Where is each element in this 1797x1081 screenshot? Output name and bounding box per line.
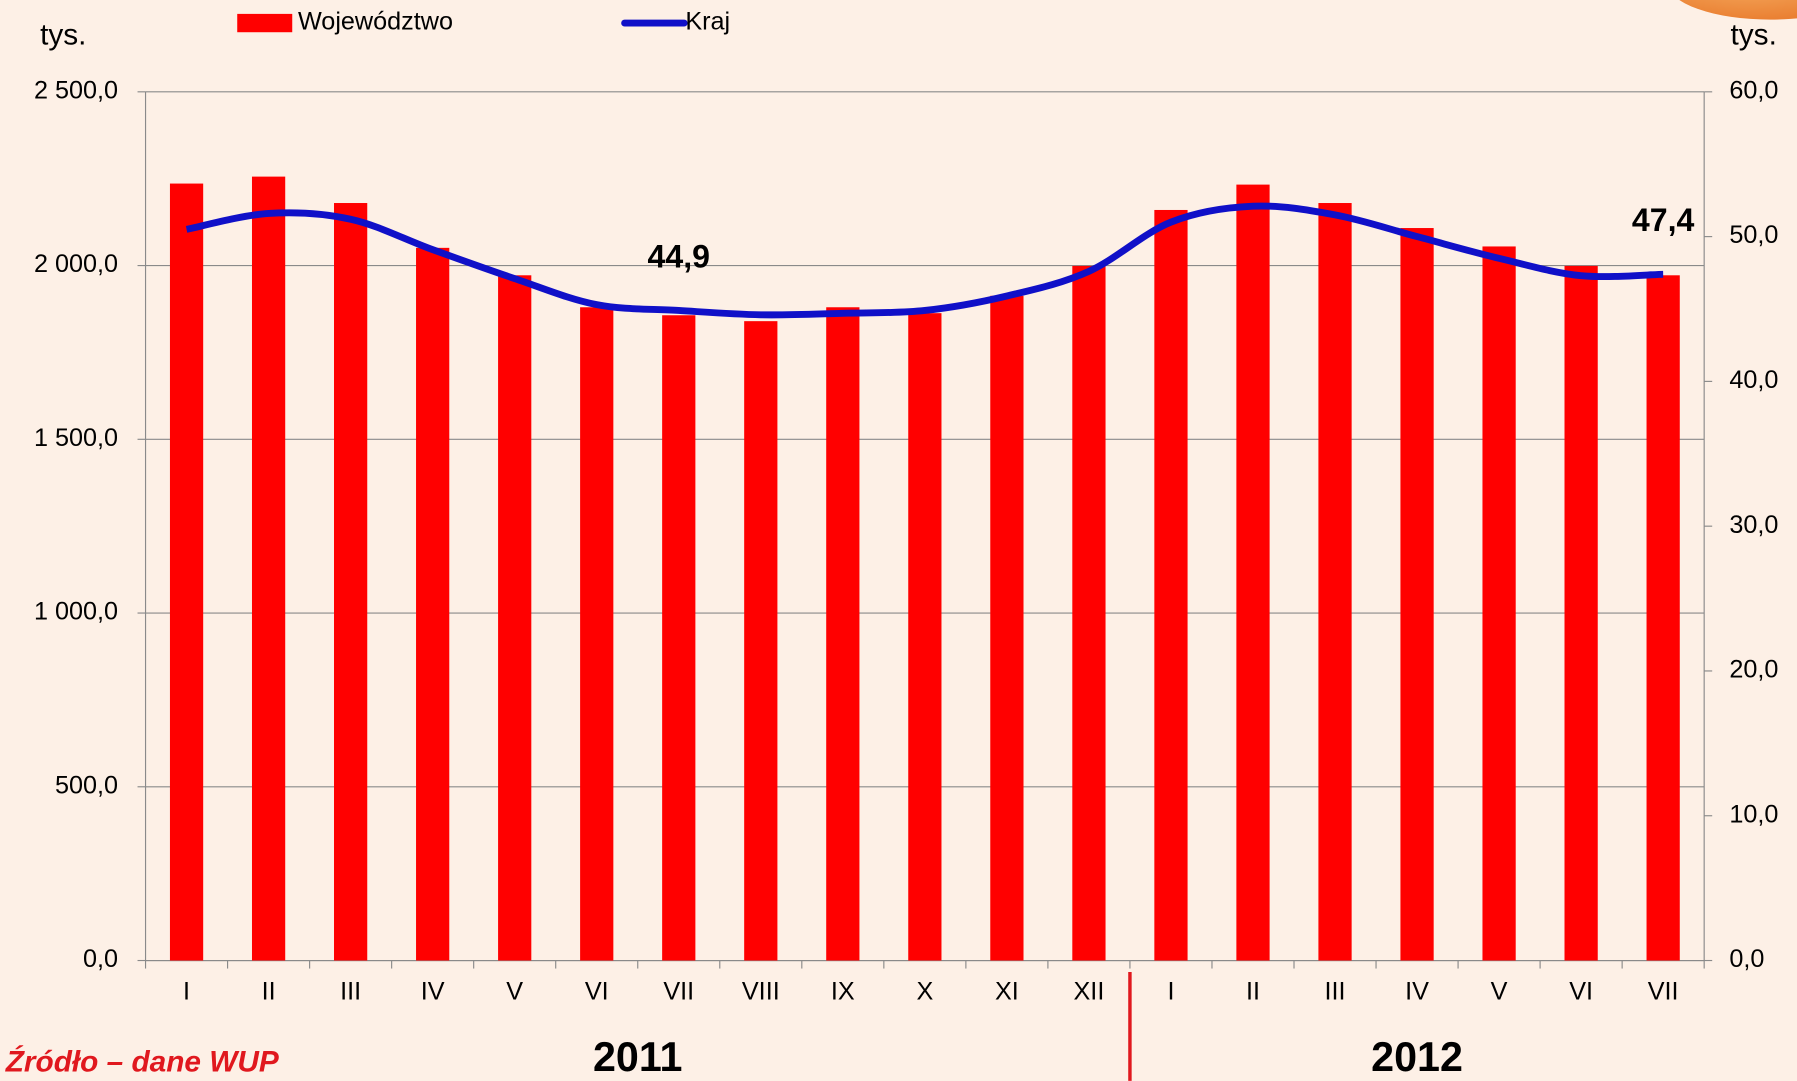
bar xyxy=(990,295,1024,961)
x-tick-label: VIII xyxy=(742,977,780,1005)
x-tick-label: V xyxy=(1491,977,1508,1005)
bar xyxy=(1318,203,1352,961)
bar xyxy=(826,307,860,961)
y2-tick-label: 0,0 xyxy=(1729,945,1764,973)
y-tick-label: 2 500,0 xyxy=(34,76,118,104)
legend-label: Kraj xyxy=(685,8,730,36)
line xyxy=(185,202,1664,319)
bar xyxy=(1154,209,1188,961)
year-label: 2012 xyxy=(1371,1034,1463,1080)
bar xyxy=(1400,228,1434,961)
y2-tick-label: 30,0 xyxy=(1729,511,1778,539)
y-tick-label: 500,0 xyxy=(55,771,118,799)
legend-label: Województwo xyxy=(298,8,453,36)
x-tick-label: IX xyxy=(831,977,855,1005)
x-tick-label: III xyxy=(1325,977,1346,1005)
x-tick-label: XI xyxy=(995,977,1019,1005)
x-tick-label: VII xyxy=(1648,977,1679,1005)
bar xyxy=(251,176,286,961)
y2-tick-label: 40,0 xyxy=(1729,366,1778,394)
x-tick-label: II xyxy=(1246,977,1260,1005)
x-tick-label: II xyxy=(262,977,276,1005)
x-tick-label: IV xyxy=(1405,977,1429,1005)
bar xyxy=(1236,184,1270,961)
left-axis-label: tys. xyxy=(40,19,86,52)
year-label: 2011 xyxy=(593,1034,683,1080)
x-tick-label: VI xyxy=(1569,977,1593,1005)
x-tick-label: I xyxy=(1167,977,1174,1005)
y2-tick-label: 20,0 xyxy=(1729,656,1778,684)
x-tick-label: V xyxy=(506,977,523,1005)
x-tick-label: XII xyxy=(1074,977,1105,1005)
bar xyxy=(1072,265,1106,961)
x-tick-label: VI xyxy=(585,977,609,1005)
bar xyxy=(169,183,204,961)
bar xyxy=(1564,265,1598,961)
y2-tick-label: 60,0 xyxy=(1729,76,1778,104)
right-axis-label: tys. xyxy=(1731,19,1777,52)
bar xyxy=(334,203,368,961)
y-tick-label: 1 000,0 xyxy=(34,598,118,626)
x-tick-label: IV xyxy=(421,977,445,1005)
x-tick-label: III xyxy=(340,977,361,1005)
y-tick-label: 2 000,0 xyxy=(34,250,118,278)
x-tick-label: VII xyxy=(663,977,694,1005)
bar xyxy=(1482,246,1516,961)
bar xyxy=(744,321,778,961)
bar xyxy=(662,315,696,961)
y2-tick-label: 50,0 xyxy=(1729,221,1778,249)
decoration xyxy=(1679,0,1797,20)
bar xyxy=(908,313,942,961)
data-label: 44,9 xyxy=(648,238,710,274)
bar xyxy=(498,275,532,961)
data-label: 47,4 xyxy=(1632,202,1695,238)
bar xyxy=(416,247,450,961)
bar xyxy=(1646,275,1680,961)
x-tick-label: X xyxy=(916,977,933,1005)
y-tick-label: 1 500,0 xyxy=(34,424,118,452)
y-tick-label: 0,0 xyxy=(83,945,118,973)
y2-tick-label: 10,0 xyxy=(1729,800,1778,828)
x-tick-label: I xyxy=(183,977,190,1005)
bar xyxy=(580,307,614,961)
legend-swatch xyxy=(237,13,293,33)
source: Źródło – dane WUP xyxy=(5,1046,279,1079)
